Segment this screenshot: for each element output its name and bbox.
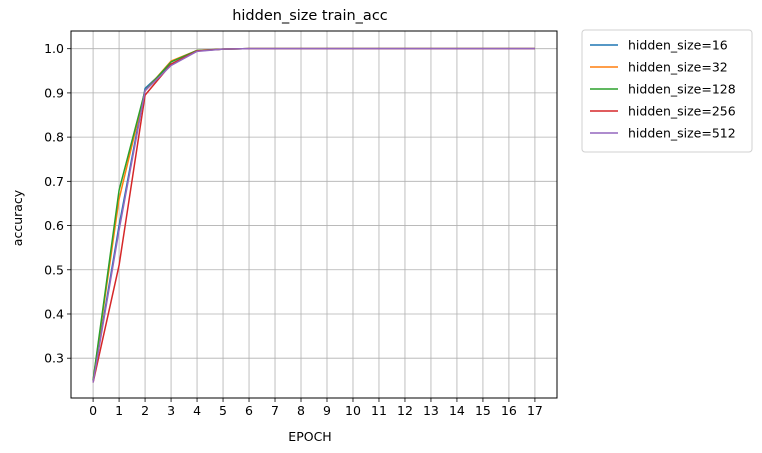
y-tick-label: 0.3 (44, 351, 64, 366)
plot-frame (70, 30, 558, 399)
chart-title: hidden_size train_acc (232, 8, 388, 24)
legend-entry-label: hidden_size=16 (628, 38, 728, 53)
x-tick-label: 13 (423, 403, 439, 418)
x-axis-label: EPOCH (288, 429, 331, 444)
y-tick-label: 0.5 (44, 262, 64, 277)
legend-entry-label: hidden_size=512 (628, 126, 736, 141)
series-lines (92, 47, 535, 383)
x-tick-label: 6 (245, 403, 253, 418)
x-tick-label: 10 (345, 403, 361, 418)
y-tick-label: 0.4 (44, 306, 64, 321)
x-tick-label: 14 (449, 403, 465, 418)
x-tick-label: 2 (141, 403, 149, 418)
x-tick-label: 1 (115, 403, 123, 418)
x-tick-label: 9 (323, 403, 331, 418)
y-tick-label: 0.7 (44, 174, 64, 189)
x-tick-label: 8 (297, 403, 305, 418)
legend-entry-label: hidden_size=256 (628, 104, 736, 119)
y-tick-label: 1.0 (44, 41, 64, 56)
legend-entry-label: hidden_size=32 (628, 60, 728, 75)
legend: hidden_size=16 hidden_size=32 hidden_size=… (581, 29, 753, 153)
x-tick-label: 17 (527, 403, 543, 418)
series-line-hidden-size-512 (92, 47, 535, 383)
series-line-hidden-size-16 (92, 47, 535, 381)
x-tick-label: 5 (219, 403, 227, 418)
x-tick-label: 4 (193, 403, 201, 418)
x-tick-label: 15 (475, 403, 491, 418)
series-line-hidden-size-32 (92, 47, 535, 381)
y-tick-label: 0.9 (44, 85, 64, 100)
y-axis: 0.3 0.4 0.5 0.6 0.7 0.8 0.9 1.0 (44, 41, 71, 366)
y-tick-label: 0.6 (44, 218, 64, 233)
legend-entry-label: hidden_size=128 (628, 82, 736, 97)
x-tick-label: 3 (167, 403, 175, 418)
x-tick-label: 11 (371, 403, 387, 418)
y-axis-label: accuracy (10, 189, 25, 246)
x-tick-label: 0 (89, 403, 97, 418)
grid (71, 31, 557, 398)
y-tick-label: 0.8 (44, 130, 64, 145)
series-line-hidden-size-128 (92, 47, 535, 381)
x-tick-label: 16 (501, 403, 517, 418)
x-tick-label: 7 (271, 403, 279, 418)
x-axis: 0 1 2 3 4 5 6 7 8 9 10 11 12 13 14 15 16 17 (89, 398, 543, 418)
legend-box (581, 29, 753, 153)
x-tick-label: 12 (397, 403, 413, 418)
series-line-hidden-size-256 (92, 47, 535, 383)
